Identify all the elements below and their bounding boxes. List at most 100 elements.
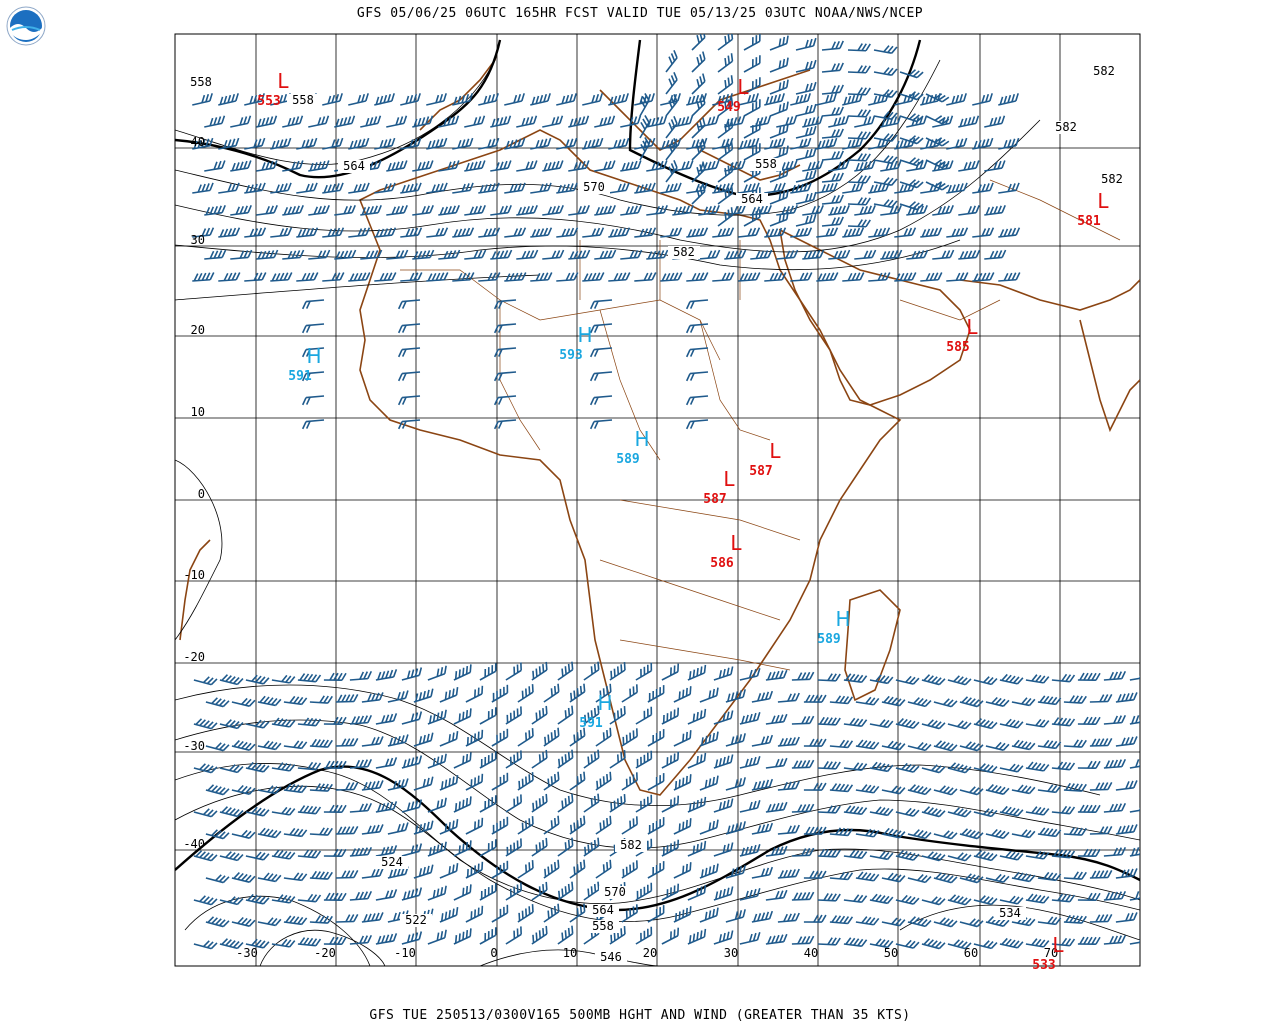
- wind-barb: [219, 806, 244, 818]
- wind-barb: [647, 773, 665, 791]
- wind-barb: [479, 927, 497, 945]
- wind-barb: [589, 371, 613, 382]
- wind-barb: [205, 829, 230, 840]
- wind-barb: [635, 662, 653, 681]
- wind-barb: [739, 844, 761, 857]
- wind-barb: [665, 50, 678, 73]
- wind-barb: [873, 199, 898, 208]
- wind-barb: [589, 419, 613, 430]
- low-center-value: 586: [710, 556, 734, 571]
- wind-barb: [821, 216, 844, 227]
- contour-label: 582: [620, 838, 642, 852]
- wind-barb: [873, 177, 898, 186]
- wind-barb: [821, 106, 844, 117]
- wind-barb: [583, 837, 600, 857]
- wind-barb: [361, 912, 384, 923]
- wind-barb: [691, 161, 706, 183]
- wind-barb: [218, 182, 240, 194]
- wind-barb: [400, 93, 421, 106]
- wind-barb: [842, 182, 864, 194]
- wind-barb: [231, 784, 256, 795]
- wind-barb: [899, 157, 924, 167]
- wind-barb: [751, 822, 774, 835]
- wind-barb: [297, 761, 322, 771]
- wind-barb: [803, 694, 827, 703]
- wind-barb: [972, 227, 995, 238]
- wind-barb: [946, 272, 969, 282]
- wind-barb: [999, 673, 1024, 685]
- wind-barb: [1037, 871, 1062, 882]
- wind-barb: [192, 227, 215, 238]
- wind-barb: [984, 249, 1007, 260]
- wind-barb: [438, 249, 461, 260]
- wind-barb: [828, 115, 850, 128]
- wind-barb: [192, 272, 215, 282]
- wind-barb: [869, 893, 894, 905]
- wind-barb: [621, 772, 638, 791]
- wind-barb: [880, 160, 902, 172]
- lon-label: 50: [884, 946, 898, 960]
- wind-barb: [309, 915, 333, 924]
- wind-barb: [257, 695, 282, 707]
- wind-barb: [557, 705, 574, 725]
- wind-barb: [452, 272, 475, 282]
- lon-label: 20: [643, 946, 657, 960]
- wind-barb: [1077, 672, 1101, 682]
- wind-barb: [231, 872, 256, 883]
- wind-barb: [271, 674, 296, 684]
- wind-barb: [530, 137, 552, 150]
- low-center-value: 533: [1032, 958, 1055, 973]
- wind-barb: [795, 81, 817, 95]
- wind-barb: [375, 845, 398, 857]
- wind-barb: [635, 750, 653, 769]
- wind-barb: [1115, 824, 1138, 835]
- wind-barb: [543, 859, 560, 879]
- wind-barb: [899, 179, 924, 189]
- wind-barb: [751, 910, 774, 923]
- wind-barb: [984, 160, 1006, 172]
- wind-barb: [635, 794, 653, 813]
- wind-barb: [296, 227, 319, 238]
- wind-barb: [717, 75, 734, 95]
- wind-barb: [847, 65, 871, 74]
- wind-barb: [895, 762, 920, 773]
- wind-barb: [821, 194, 844, 205]
- wind-barb: [465, 729, 484, 747]
- wind-barb: [230, 204, 252, 216]
- wind-barb: [438, 160, 460, 172]
- wind-barb: [620, 204, 642, 216]
- wind-barb: [543, 903, 560, 923]
- wind-barb: [505, 750, 522, 769]
- wind-barb: [349, 846, 373, 857]
- wind-barb: [427, 797, 447, 813]
- wind-barb: [569, 771, 586, 791]
- wind-barb: [907, 916, 932, 928]
- wind-barb: [803, 914, 827, 923]
- wind-barb: [717, 53, 734, 73]
- wind-barb: [256, 249, 279, 260]
- contour-label: 558: [190, 75, 212, 89]
- wind-barb: [959, 828, 984, 840]
- wind-barb: [453, 884, 472, 901]
- wind-barb: [244, 137, 266, 150]
- wind-barb: [685, 419, 709, 430]
- wind-barb: [661, 751, 680, 769]
- wind-barb: [1129, 934, 1140, 945]
- wind-barb: [660, 272, 683, 282]
- wind-barb: [795, 213, 817, 227]
- lon-label: 60: [964, 946, 978, 960]
- wind-barb: [1051, 849, 1076, 859]
- wind-barb: [687, 752, 707, 769]
- wind-barb: [517, 860, 534, 879]
- wind-barb: [1115, 868, 1138, 879]
- wind-barb: [907, 742, 932, 752]
- wind-barb: [933, 740, 958, 752]
- wind-barb: [769, 211, 789, 227]
- contour-label: 570: [604, 885, 626, 899]
- wind-barb: [348, 137, 370, 150]
- wind-barb: [899, 91, 924, 101]
- wind-barb: [973, 808, 998, 818]
- wind-barb: [1077, 936, 1101, 946]
- wind-barb: [219, 851, 244, 862]
- wind-barb: [282, 249, 305, 260]
